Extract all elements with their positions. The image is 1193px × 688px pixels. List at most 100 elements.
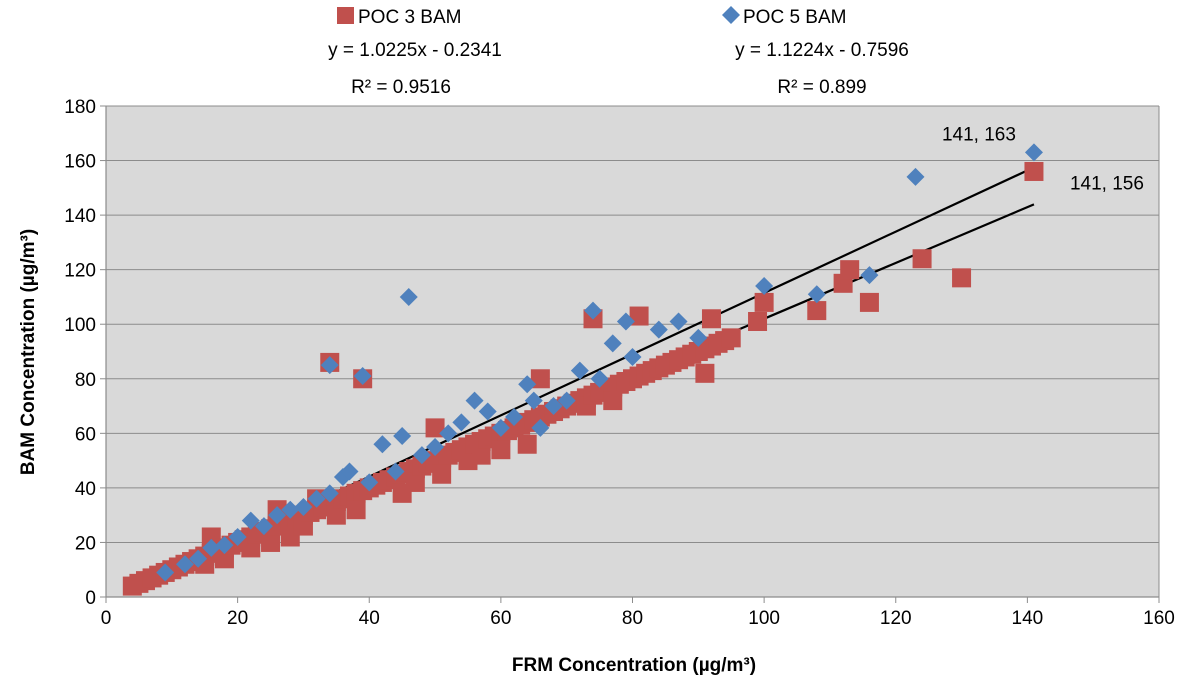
- poc3-point-125: [859, 292, 879, 312]
- poc5-point-8: [268, 506, 287, 525]
- annotation-1: 141, 156: [1070, 173, 1144, 194]
- poc3-point-42: [326, 505, 346, 525]
- poc5-point-39: [616, 312, 635, 331]
- r2-poc5: R² = 0.899: [777, 77, 866, 98]
- poc3-point-46: [346, 500, 366, 520]
- poc3-point-26: [261, 532, 281, 552]
- annotation-0: 141, 163: [942, 124, 1016, 145]
- poc5-point-25: [452, 413, 471, 432]
- poc3-point-58: [405, 472, 425, 492]
- poc5-point-21: [399, 287, 418, 306]
- poc5-point-43: [689, 328, 708, 347]
- poc3-point-121: [754, 292, 774, 312]
- poc5-point-2: [189, 549, 208, 568]
- legend-label-poc5: POC 5 BAM: [743, 7, 846, 28]
- poc5-point-31: [524, 391, 543, 410]
- poc3-point-98: [603, 391, 623, 411]
- poc5-point-4: [215, 536, 234, 555]
- legend-marker-poc5: [722, 6, 740, 24]
- equation-poc5: y = 1.1224x - 0.7596: [735, 40, 909, 61]
- poc5-point-1: [175, 555, 194, 574]
- x-tick-label-40: 40: [359, 608, 380, 629]
- x-axis-title: FRM Concentration (µg/m³): [512, 655, 756, 676]
- poc5-point-23: [426, 437, 445, 456]
- y-tick-label-140: 140: [64, 206, 96, 227]
- x-tick-label-100: 100: [748, 608, 780, 629]
- poc5-point-48: [1024, 143, 1043, 162]
- poc3-point-119: [721, 328, 741, 348]
- x-tick-label-160: 160: [1143, 608, 1175, 629]
- poc5-point-30: [518, 375, 537, 394]
- x-tick-label-120: 120: [880, 608, 912, 629]
- poc3-point-76: [491, 440, 511, 460]
- poc3-point-103: [629, 306, 649, 326]
- poc5-point-3: [202, 538, 221, 557]
- poc3-point-128: [1024, 161, 1044, 181]
- point-annotations: 141, 163 141, 156: [942, 124, 1144, 194]
- poc3-point-72: [471, 445, 491, 465]
- poc5-point-15: [340, 462, 359, 481]
- poc3-point-122: [807, 301, 827, 321]
- poc3-point-116: [701, 309, 721, 329]
- poc5-point-38: [603, 334, 622, 353]
- poc3-point-64: [432, 464, 452, 484]
- y-axis-title: BAM Concentration (µg/m³): [18, 229, 39, 475]
- poc5-point-9: [281, 500, 300, 519]
- poc3-point-120: [748, 311, 768, 331]
- poc5-point-42: [669, 312, 688, 331]
- poc3-point-127: [952, 268, 972, 288]
- poc3-point-62: [425, 418, 445, 438]
- y-tick-label-40: 40: [75, 479, 96, 500]
- poc5-point-19: [386, 462, 405, 481]
- poc5-point-6: [241, 511, 260, 530]
- poc5-point-46: [860, 266, 879, 285]
- poc5-point-5: [228, 527, 247, 546]
- x-tick-label-80: 80: [622, 608, 643, 629]
- x-tick-label-140: 140: [1012, 608, 1044, 629]
- poc5-point-11: [307, 489, 326, 508]
- legend-item-poc3: POC 3 BAM y = 1.0225x - 0.2341 R² = 0.95…: [328, 7, 502, 98]
- poc5-point-37: [590, 369, 609, 388]
- poc3-point-124: [840, 260, 860, 280]
- poc3-point-126: [912, 249, 932, 269]
- poc5-point-34: [557, 391, 576, 410]
- poc5-point-26: [465, 391, 484, 410]
- data-points: [122, 143, 1044, 596]
- poc5-point-35: [570, 361, 589, 380]
- legend-item-poc5: POC 5 BAM y = 1.1224x - 0.7596 R² = 0.89…: [722, 6, 909, 98]
- poc5-point-40: [623, 347, 642, 366]
- legend-label-poc3: POC 3 BAM: [358, 7, 461, 28]
- x-tick-label-20: 20: [227, 608, 248, 629]
- axes: 0 20 40 60 80 100 120 140 160 180 0 20 40 60 80 100 120 1…: [64, 97, 1175, 629]
- poc5-point-32: [531, 418, 550, 437]
- poc5-point-29: [505, 407, 524, 426]
- poc5-point-12: [320, 484, 339, 503]
- poc5-point-22: [412, 446, 431, 465]
- poc5-point-36: [584, 301, 603, 320]
- poc5-point-10: [294, 497, 313, 516]
- poc5-point-24: [439, 424, 458, 443]
- x-tick-label-0: 0: [101, 608, 112, 629]
- y-tick-label-100: 100: [64, 315, 96, 336]
- poc3-point-81: [517, 434, 537, 454]
- poc5-point-41: [649, 320, 668, 339]
- y-tick-label-120: 120: [64, 261, 96, 282]
- poc5-point-28: [491, 418, 510, 437]
- poc5-point-20: [393, 427, 412, 446]
- poc3-point-114: [695, 363, 715, 383]
- legend-marker-poc3: [337, 7, 354, 24]
- poc3-point-84: [530, 369, 550, 389]
- poc5-point-0: [156, 563, 175, 582]
- x-tick-label-60: 60: [490, 608, 511, 629]
- poc5-point-45: [807, 285, 826, 304]
- poc5-point-18: [373, 435, 392, 454]
- y-tick-label-20: 20: [75, 533, 96, 554]
- poc5-point-17: [360, 473, 379, 492]
- poc5-point-13: [320, 356, 339, 375]
- r2-poc3: R² = 0.9516: [351, 77, 451, 98]
- y-tick-label-80: 80: [75, 370, 96, 391]
- poc5-point-27: [478, 402, 497, 421]
- poc5-point-44: [755, 277, 774, 296]
- poc5-point-16: [353, 367, 372, 386]
